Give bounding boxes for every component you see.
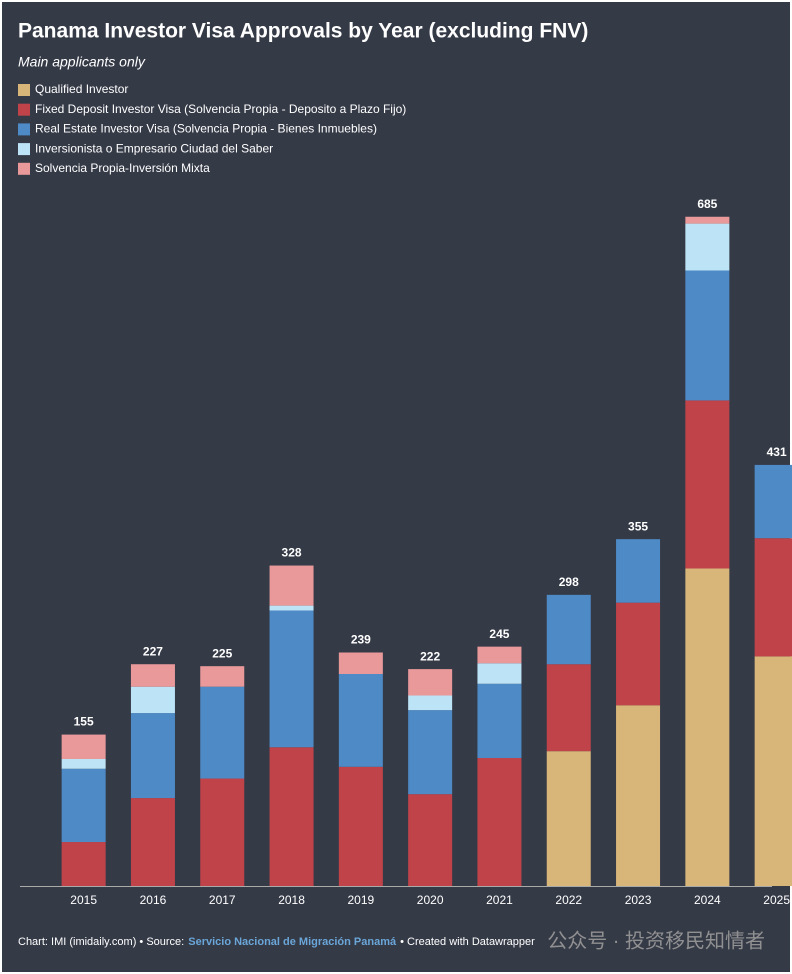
bar-segment <box>754 538 792 657</box>
bar-segment <box>546 664 591 752</box>
bar-segment <box>200 666 245 687</box>
total-label: 298 <box>559 575 579 589</box>
bar-segment <box>130 664 175 687</box>
x-tick-label: 2022 <box>555 893 582 907</box>
legend-label: Real Estate Investor Visa (Solvencia Pro… <box>35 122 377 136</box>
x-tick-label: 2019 <box>347 893 374 907</box>
x-tick-label: 2016 <box>140 893 167 907</box>
total-label: 685 <box>697 197 717 211</box>
bar-segment <box>685 216 730 224</box>
x-tick-label: 2024 <box>694 893 721 907</box>
bar-segment <box>685 270 730 401</box>
total-label: 431 <box>767 445 787 459</box>
x-tick-label: 2023 <box>625 893 652 907</box>
bar-segment <box>477 663 522 684</box>
bar-segment <box>546 594 591 665</box>
total-label: 355 <box>628 519 648 533</box>
bar-segment <box>61 758 106 769</box>
x-tick-label: 2015 <box>70 893 97 907</box>
legend-label: Inversionista o Empresario Ciudad del Sa… <box>35 141 273 155</box>
x-tick-label: 2020 <box>417 893 444 907</box>
bar-segment <box>408 794 453 886</box>
bar-segment <box>477 683 522 759</box>
bar-segment <box>754 464 792 539</box>
bar-segment <box>408 695 453 711</box>
bar-segment <box>408 710 453 795</box>
bar-segment <box>477 646 522 664</box>
footer-credit: Chart: IMI (imidaily.com) • Source: <box>18 936 184 948</box>
legend-swatch <box>18 143 30 156</box>
legend-label: Fixed Deposit Investor Visa (Solvencia P… <box>35 102 406 116</box>
bar-segment <box>338 766 383 886</box>
total-label: 245 <box>489 627 509 641</box>
legend-label: Qualified Investor <box>35 82 128 96</box>
x-tick-label: 2025 <box>763 893 790 907</box>
bar-segment <box>685 400 730 569</box>
x-tick-label: 2018 <box>278 893 305 907</box>
legend-label: Solvencia Propia-Inversión Mixta <box>35 161 210 175</box>
bar-segment <box>685 223 730 271</box>
bar-segment <box>130 713 175 799</box>
watermark: 公众号 · 投资移民知情者 <box>547 929 765 952</box>
bar-segment <box>616 602 661 706</box>
x-tick-label: 2021 <box>486 893 513 907</box>
bar-segment <box>61 768 106 843</box>
total-label: 222 <box>420 649 440 663</box>
bar-segment <box>685 568 730 886</box>
bar-segment <box>130 798 175 886</box>
footer-source[interactable]: Servicio Nacional de Migración Panamá <box>188 936 397 948</box>
bar-segment <box>269 747 314 886</box>
footer: Chart: IMI (imidaily.com) • Source: Servi… <box>18 936 535 948</box>
total-label: 328 <box>282 546 302 560</box>
bar-segment <box>338 652 383 674</box>
bar-segment <box>269 605 314 611</box>
bar-segment <box>338 673 383 767</box>
total-label: 227 <box>143 644 163 658</box>
bar-segment <box>546 751 591 886</box>
bar-segment <box>616 705 661 886</box>
bar-segment <box>200 778 245 886</box>
bar-segment <box>200 686 245 779</box>
chart-title: Panama Investor Visa Approvals by Year (… <box>18 20 588 43</box>
bar-segment <box>130 686 175 714</box>
legend-swatch <box>18 103 30 116</box>
bar-segment <box>616 539 661 603</box>
bar-segment <box>269 610 314 748</box>
footer-tool: • Created with Datawrapper <box>400 936 535 948</box>
legend-swatch <box>18 84 30 96</box>
total-label: 239 <box>351 633 371 647</box>
bar-segment <box>269 565 314 606</box>
chart-subtitle: Main applicants only <box>18 54 146 70</box>
bar-segment <box>754 656 792 886</box>
x-tick-label: 2017 <box>209 893 236 907</box>
bar-segment <box>61 842 106 886</box>
bar-segment <box>477 758 522 886</box>
total-label: 225 <box>212 646 232 660</box>
bar-segment <box>408 669 453 696</box>
legend-swatch <box>18 123 30 136</box>
bar-segment <box>61 734 106 759</box>
legend-swatch <box>18 162 30 175</box>
total-label: 155 <box>74 715 94 729</box>
